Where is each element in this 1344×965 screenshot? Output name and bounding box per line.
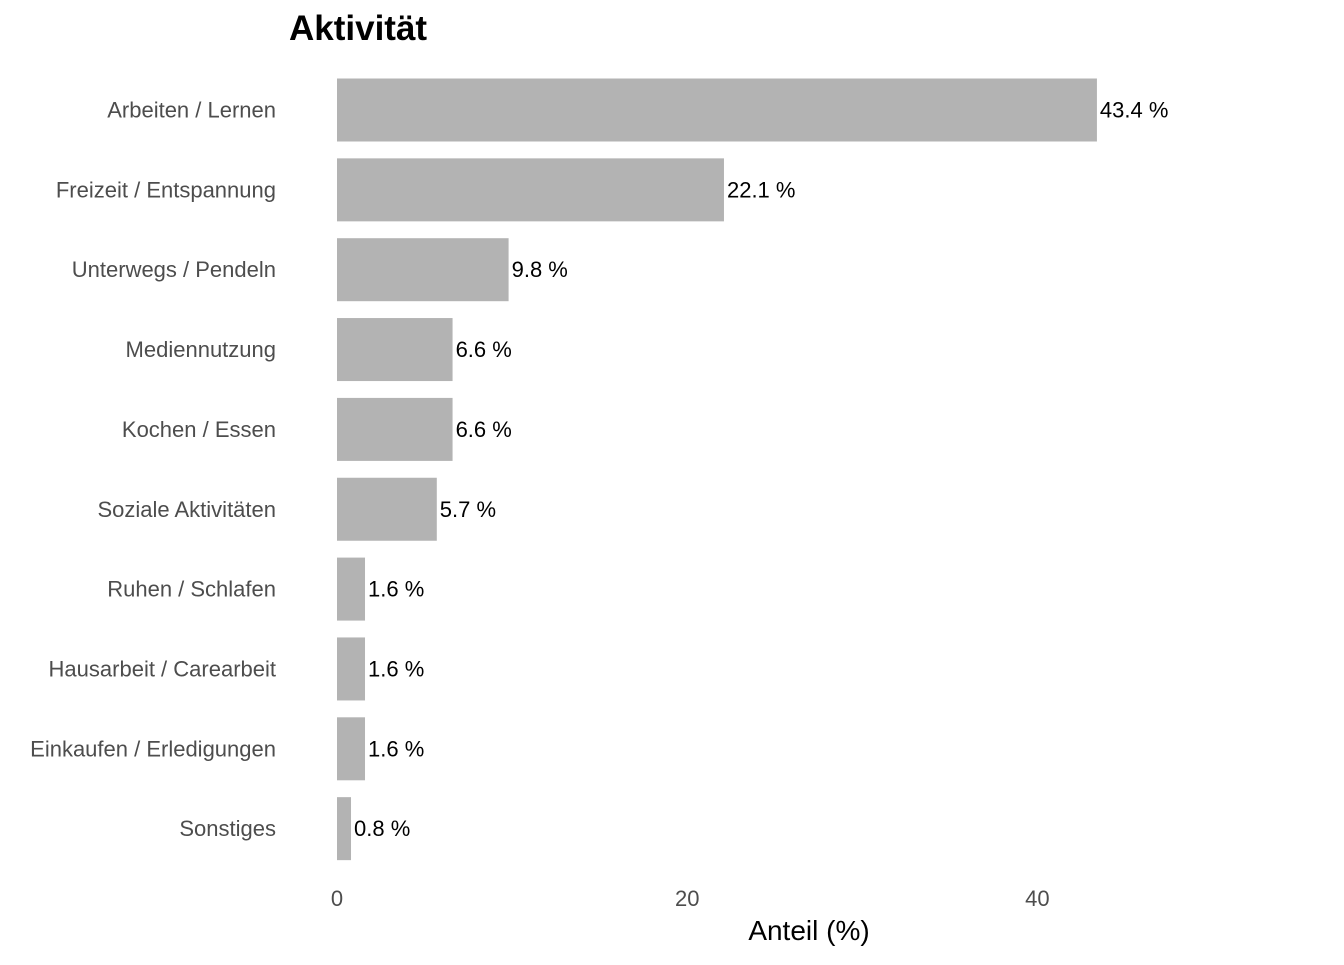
bar (337, 238, 509, 302)
bar (337, 318, 453, 382)
chart-title: Aktivität (289, 9, 427, 48)
category-label: Hausarbeit / Carearbeit (49, 656, 276, 681)
category-labels-layer: Arbeiten / Lernen Freizeit / Entspannung U… (30, 98, 276, 842)
category-label: Einkaufen / Erledigungen (30, 736, 276, 761)
category-label: Mediennutzung (126, 337, 276, 362)
x-axis-title: Anteil (%) (748, 915, 869, 946)
bar (337, 797, 352, 861)
x-axis-ticks: 0 20 40 (331, 886, 1050, 911)
category-label: Unterwegs / Pendeln (72, 257, 276, 282)
value-label: 1.6 % (368, 577, 424, 602)
x-tick-label: 0 (331, 886, 343, 911)
category-label: Ruhen / Schlafen (107, 577, 276, 602)
value-label: 22.1 % (727, 177, 796, 202)
bar (337, 78, 1097, 142)
value-label: 6.6 % (456, 417, 512, 442)
x-tick-label: 20 (675, 886, 699, 911)
value-label: 1.6 % (368, 736, 424, 761)
value-labels-layer: 43.4 % 22.1 % 9.8 % 6.6 % 6.6 % 5.7 % 1.6 % 1.6… (354, 98, 1168, 842)
bar (337, 637, 366, 701)
bar (337, 477, 437, 541)
bars-layer (337, 78, 1097, 861)
category-label: Sonstiges (179, 816, 276, 841)
value-label: 1.6 % (368, 656, 424, 681)
bar (337, 557, 366, 621)
value-label: 6.6 % (456, 337, 512, 362)
value-label: 43.4 % (1100, 98, 1169, 123)
category-label: Freizeit / Entspannung (56, 177, 276, 202)
bar (337, 397, 453, 461)
x-tick-label: 40 (1025, 886, 1049, 911)
bar (337, 158, 724, 222)
category-label: Arbeiten / Lernen (107, 98, 276, 123)
value-label: 5.7 % (440, 497, 496, 522)
category-label: Soziale Aktivitäten (97, 497, 276, 522)
category-label: Kochen / Essen (122, 417, 276, 442)
bar (337, 717, 366, 781)
value-label: 9.8 % (512, 257, 568, 282)
value-label: 0.8 % (354, 816, 410, 841)
